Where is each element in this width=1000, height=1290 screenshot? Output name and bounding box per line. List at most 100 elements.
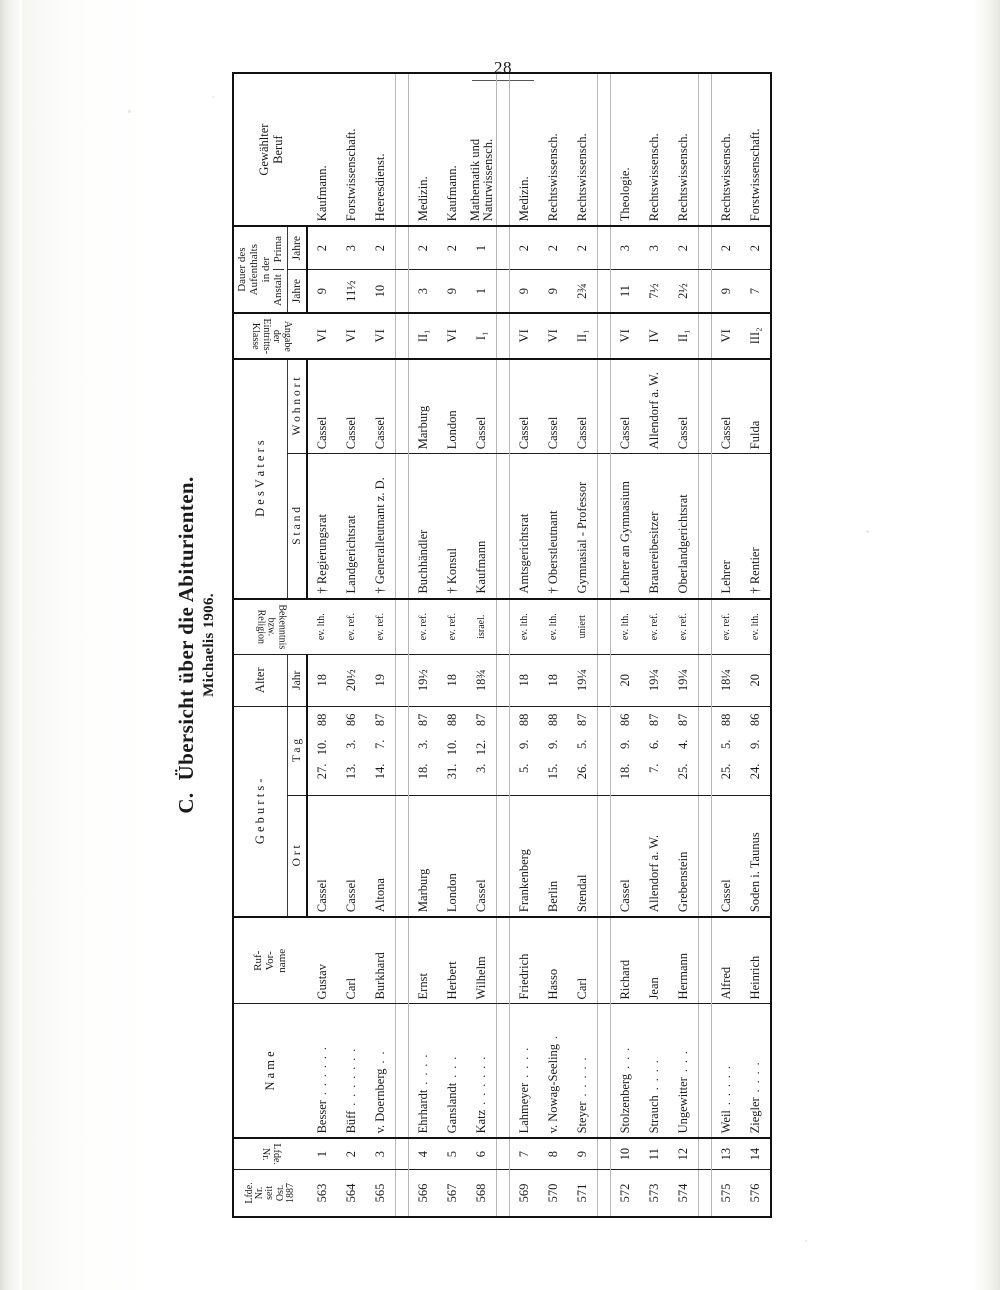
cell-name: Besser...... <box>307 1003 338 1139</box>
cell-dauer-anstalt: 11 <box>610 269 641 314</box>
header-eintrittsklasse: Angabe der Eintritts- Klasse <box>233 313 308 359</box>
name-leader-dots: ... <box>677 1045 690 1073</box>
cell-surname: Weil <box>719 1110 734 1134</box>
header-alter-unit: Jahr <box>287 654 308 707</box>
table-head: Lfde. Nr. seit Ost. 1887 Lfde. Nr. N a m… <box>233 73 308 1217</box>
cell-lfd-nr-seit: 574 <box>669 1169 699 1217</box>
cell-bekenntnis: ev. lth. <box>509 598 540 655</box>
cell-vater-wohnort: Cassel <box>366 358 396 454</box>
gap-cell <box>597 453 611 599</box>
gap-cell <box>698 1138 712 1170</box>
cell-nr: 7 <box>509 1138 540 1170</box>
cell-name: v. Doernberg.. <box>366 1003 396 1139</box>
header-row-group: Lfde. Nr. seit Ost. 1887 Lfde. Nr. N a m… <box>233 73 308 1217</box>
gap-cell <box>496 1138 510 1170</box>
geburtstag-day: 3. <box>474 763 489 773</box>
gap-cell <box>395 73 409 227</box>
header-bekenntnis: Bekenntnis bzw. Religion <box>233 598 308 655</box>
cell-eintrittsklasse: VI <box>307 313 338 359</box>
table-row: 568 6 Katz...... Wilhelm Cassel 3.12.87 18¾ isr… <box>467 73 497 1217</box>
cell-alter: 18 <box>438 654 468 707</box>
geburtstag-day: 18. <box>618 763 633 780</box>
geburtstag-year: 88 <box>517 713 532 727</box>
cell-vater-wohnort: Cassel <box>568 358 598 454</box>
geburtstag-month: 5. <box>575 739 590 749</box>
cell-name: Stolzenberg... <box>610 1003 641 1139</box>
cell-dauer-anstalt: 9 <box>711 269 742 314</box>
geburtstag-month: 10. <box>315 739 330 756</box>
cell-beruf: Kaufmann. <box>438 73 468 227</box>
cell-surname: Besser <box>314 1100 329 1134</box>
table-row: 576 14 Ziegler.... Heinrich Soden i. Taunus 2… <box>741 73 772 1217</box>
geburtstag-year: 87 <box>676 713 691 727</box>
cell-surname: Ziegler <box>748 1097 763 1134</box>
cell-alter: 19¼ <box>640 654 670 707</box>
paper-edge-right <box>972 0 1000 1290</box>
table-row: 563 1 Besser...... Gustav Cassel 27.10.88 18 ev… <box>307 73 338 1217</box>
geburtstag-month: 5. <box>719 739 734 749</box>
header-geburtstag: T a g <box>287 706 308 796</box>
cell-vater-stand: Gymnasial - Professor <box>568 453 598 599</box>
geburtstag-year: 87 <box>416 713 431 727</box>
cell-alter: 18¾ <box>467 654 497 707</box>
cell-dauer-prima: 3 <box>640 226 670 270</box>
gap-cell <box>496 313 510 359</box>
cell-vater-stand: Kaufmann <box>467 453 497 599</box>
table-row: 569 7 Lahmeyer.... Friedrich Frankenberg 5.9.… <box>509 73 540 1217</box>
cell-nr: 9 <box>568 1138 598 1170</box>
gap-cell <box>496 453 510 599</box>
cell-nr: 8 <box>539 1138 569 1170</box>
gap-cell <box>395 1003 409 1139</box>
cell-geburtsort: Marburg <box>408 795 439 918</box>
cell-bekenntnis: ev. ref. <box>438 598 468 655</box>
geburtstag-year: 88 <box>315 713 330 727</box>
cell-dauer-prima: 2 <box>711 226 742 270</box>
table-row-gap <box>496 73 510 1217</box>
page-title: C. Übersicht über die Abiturienten. <box>174 70 199 1220</box>
cell-dauer-anstalt: 9 <box>307 269 338 314</box>
header-lfd-nr-rotated: Lfde. Nr. <box>233 1138 308 1170</box>
cell-beruf: Rechtswissensch. <box>711 73 742 227</box>
cell-vater-stand: † Regierungsrat <box>307 453 338 599</box>
cell-eintrittsklasse: II₁ <box>408 313 439 359</box>
gap-cell <box>698 598 712 655</box>
cell-nr: 5 <box>438 1138 468 1170</box>
rotated-table-plate: C. Übersicht über die Abiturienten. Micha… <box>174 70 874 1220</box>
header-dauer-group: Dauer des Aufenthalts in der Anstalt Pri… <box>233 226 288 314</box>
name-leader-dots: ... <box>619 1041 632 1069</box>
cell-dauer-prima: 2 <box>568 226 598 270</box>
cell-vater-wohnort: Cassel <box>711 358 742 454</box>
table-row: 567 5 Ganslandt... Herbert London 31.10.88 18 e… <box>438 73 468 1217</box>
cell-geburtsort: Berlin <box>539 795 569 918</box>
gap-cell <box>597 358 611 454</box>
cell-name: Büff....... <box>337 1003 367 1139</box>
cell-geburtstag: 26. 5. 87 <box>568 706 598 796</box>
cell-surname: Ungewitter <box>676 1077 691 1134</box>
geburtstag-year: 86 <box>748 713 763 727</box>
gap-cell <box>597 1138 611 1170</box>
paper-edge-left <box>0 0 22 1290</box>
cell-alter: 19¼ <box>568 654 598 707</box>
geburtstag-year: 87 <box>647 713 662 727</box>
cell-surname: Stolzenberg <box>618 1073 633 1134</box>
cell-dauer-prima: 2 <box>539 226 569 270</box>
table-row-gap <box>698 73 712 1217</box>
cell-lfd-nr-seit: 564 <box>337 1169 367 1217</box>
cell-beruf: Medizin. <box>408 73 439 227</box>
gap-cell <box>597 917 611 1004</box>
page-folio: 28 <box>463 58 543 81</box>
gap-cell <box>395 358 409 454</box>
gap-cell <box>597 795 611 918</box>
cell-vater-stand: Oberlandgerichtsrat <box>669 453 699 599</box>
cell-alter: 19 <box>366 654 396 707</box>
gap-cell <box>597 226 611 270</box>
cell-vater-wohnort: Cassel <box>509 358 540 454</box>
cell-name: Steyer..... <box>568 1003 598 1139</box>
cell-vorname: Jean <box>640 917 670 1004</box>
cell-eintrittsklasse: II₁ <box>568 313 598 359</box>
cell-alter: 18 <box>509 654 540 707</box>
gap-cell <box>395 313 409 359</box>
name-leader-dots: ..... <box>576 1051 589 1097</box>
header-vater-wohnort: W o h n o r t <box>287 358 308 454</box>
